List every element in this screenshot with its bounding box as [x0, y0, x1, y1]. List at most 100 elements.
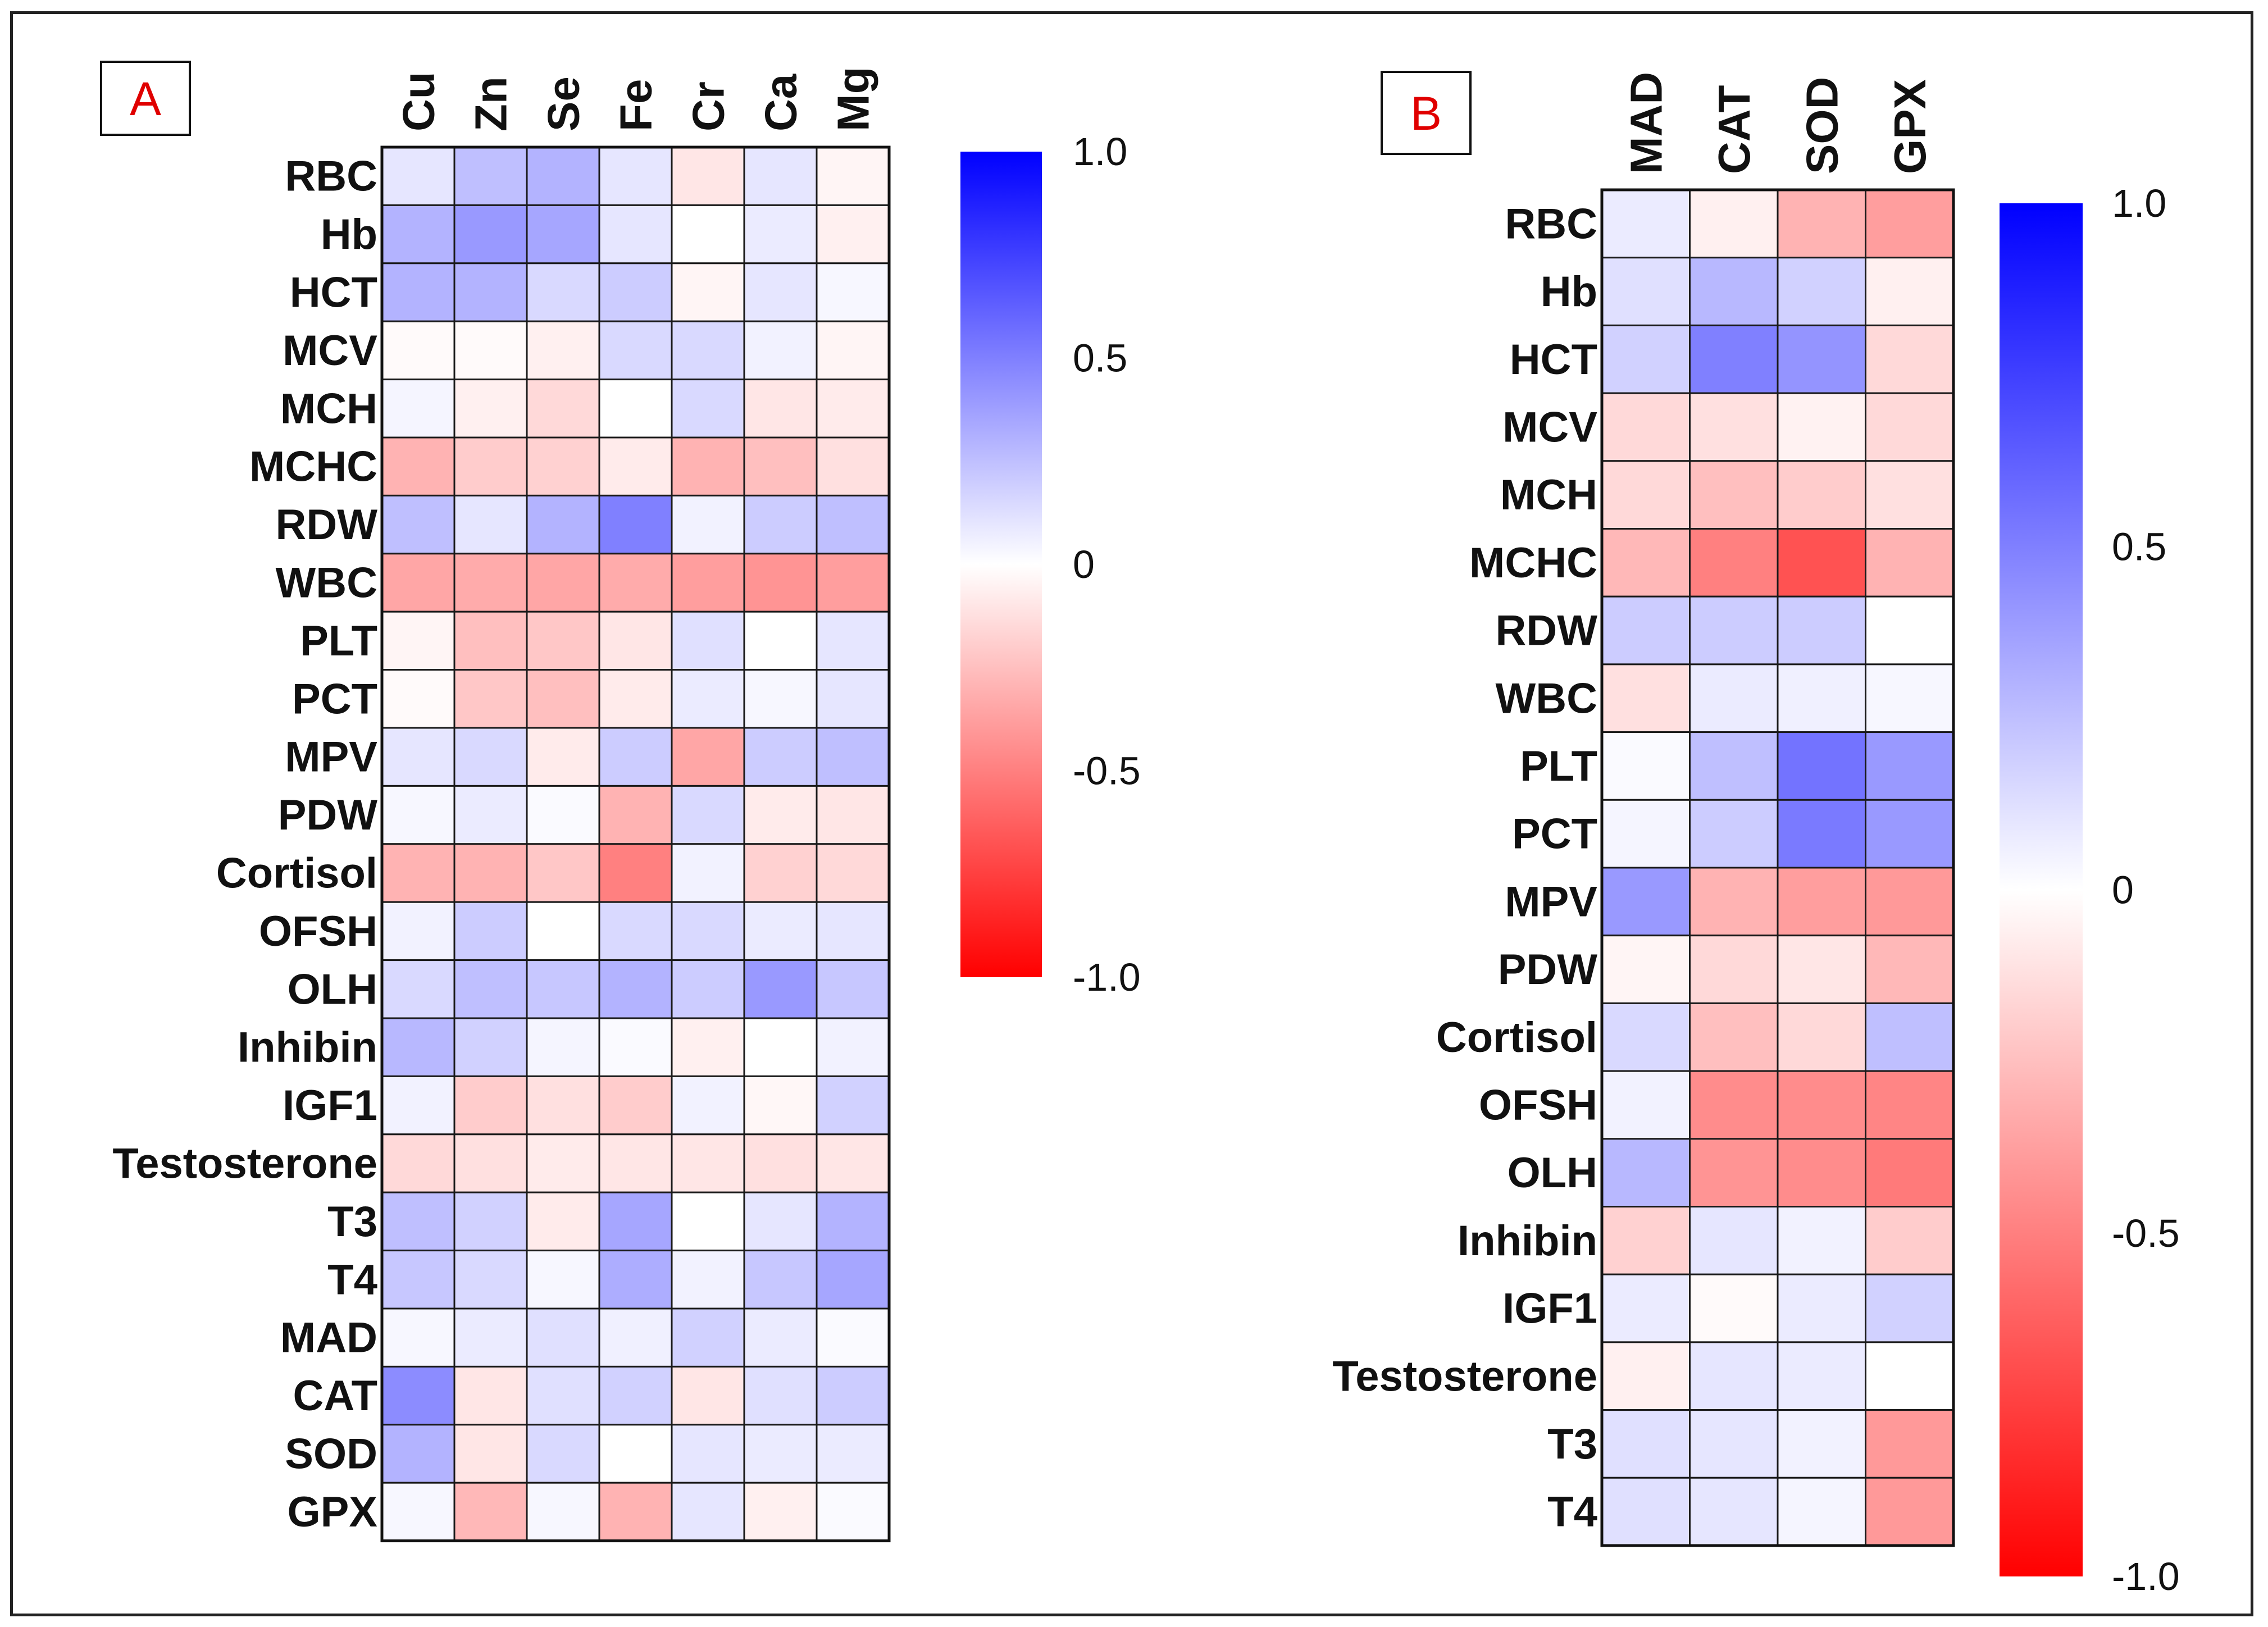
heatmap-cell-pdw-cu: [381, 785, 456, 845]
heatmap-cell-rbc-mad: [1601, 189, 1691, 259]
heatmap-cell-pdw-se: [526, 785, 600, 845]
heatmap-cell-pct-gpx: [1865, 799, 1955, 869]
heatmap-cell-cortisol-gpx: [1865, 1002, 1955, 1072]
panel-label-box: [1381, 71, 1472, 155]
column-label-zn: Zn: [466, 76, 516, 131]
heatmap-cell-rdw-zn: [453, 494, 528, 555]
heatmap-cell-cat-cu: [381, 1365, 456, 1426]
heatmap-cell-hb-mad: [1601, 257, 1691, 326]
row-label-mpv: MPV: [1505, 878, 1597, 926]
column-label-fe: Fe: [611, 79, 661, 131]
heatmap-cell-mch-mg: [816, 379, 890, 439]
row-label-olh: OLH: [1508, 1149, 1597, 1197]
heatmap-cell-mch-cu: [381, 379, 456, 439]
row-label-rdw: RDW: [275, 501, 377, 549]
heatmap-cell-pct-mg: [816, 669, 890, 729]
heatmap-cell-plt-fe: [598, 610, 673, 671]
heatmap-cell-mch-zn: [453, 379, 528, 439]
heatmap-cell-plt-sod: [1777, 731, 1866, 801]
heatmap-cell-testosterone-sod: [1777, 1341, 1866, 1411]
row-label-t4: T4: [327, 1256, 377, 1304]
heatmap-cell-olh-cr: [671, 959, 745, 1019]
row-label-hct: HCT: [1510, 336, 1597, 384]
row-label-wbc: WBC: [1495, 675, 1597, 722]
row-label-plt: PLT: [300, 617, 377, 665]
heatmap-cell-pct-fe: [598, 669, 673, 729]
column-label-cr: Cr: [684, 81, 734, 131]
heatmap-cell-hct-cat: [1689, 324, 1779, 394]
heatmap-cell-testosterone-mad: [1601, 1341, 1691, 1411]
heatmap-cell-hb-zn: [453, 204, 528, 265]
heatmap-cell-cat-zn: [453, 1365, 528, 1426]
heatmap-cell-t4-mad: [1601, 1476, 1691, 1547]
row-label-mch: MCH: [1500, 471, 1597, 519]
heatmap-cell-mcv-mad: [1601, 392, 1691, 462]
heatmap-cell-cortisol-mg: [816, 843, 890, 903]
heatmap-cell-rdw-cr: [671, 494, 745, 555]
heatmap-cell-rdw-se: [526, 494, 600, 555]
heatmap-cell-mcv-cat: [1689, 392, 1779, 462]
heatmap-cell-mpv-ca: [743, 727, 818, 787]
row-label-inhibin: Inhibin: [1458, 1217, 1597, 1265]
heatmap-cell-mch-cat: [1689, 460, 1779, 530]
heatmap-cell-mcv-ca: [743, 320, 818, 381]
heatmap-cell-igf1-fe: [598, 1075, 673, 1136]
heatmap-cell-cat-ca: [743, 1365, 818, 1426]
heatmap-cell-mchc-gpx: [1865, 528, 1955, 598]
heatmap-cell-ofsh-ca: [743, 901, 818, 961]
heatmap-cell-mcv-sod: [1777, 392, 1866, 462]
row-label-testosterone: Testosterone: [1332, 1352, 1597, 1400]
column-label-se: Se: [539, 76, 589, 131]
heatmap-cell-t3-sod: [1777, 1409, 1866, 1479]
heatmap-cell-pdw-mad: [1601, 935, 1691, 1004]
heatmap-cell-mpv-cr: [671, 727, 745, 787]
heatmap-cell-pct-mad: [1601, 799, 1691, 869]
row-label-t3: T3: [1547, 1420, 1597, 1468]
heatmap-cell-ofsh-gpx: [1865, 1070, 1955, 1140]
heatmap-cell-cat-se: [526, 1365, 600, 1426]
row-label-ofsh: OFSH: [1479, 1081, 1597, 1129]
colorbar-tick-label: -1.0: [1073, 955, 1141, 999]
heatmap-cell-gpx-zn: [453, 1482, 528, 1542]
heatmap-cell-testosterone-cu: [381, 1133, 456, 1193]
heatmap-cell-mchc-cat: [1689, 528, 1779, 598]
heatmap-cell-sod-ca: [743, 1424, 818, 1484]
column-label-mg: Mg: [828, 66, 878, 131]
heatmap-cell-wbc-cu: [381, 553, 456, 613]
heatmap-cell-mchc-sod: [1777, 528, 1866, 598]
row-label-cat: CAT: [293, 1372, 377, 1420]
heatmap-cell-pct-cat: [1689, 799, 1779, 869]
heatmap-cell-olh-fe: [598, 959, 673, 1019]
heatmap-cell-mad-mg: [816, 1307, 890, 1368]
heatmap-cell-mad-fe: [598, 1307, 673, 1368]
heatmap-cell-rdw-mad: [1601, 595, 1691, 666]
heatmap-cell-t3-mg: [816, 1191, 890, 1252]
row-label-cortisol: Cortisol: [216, 850, 377, 897]
heatmap-cell-testosterone-mg: [816, 1133, 890, 1193]
heatmap-cell-gpx-cr: [671, 1482, 745, 1542]
panel-b: B RBC Hb HCT MCV MCH MCHC RDW WBC PLT PCT MPV PDW Cor…: [1332, 71, 2180, 1598]
heatmap-cell-wbc-se: [526, 553, 600, 613]
row-label-mchc: MCHC: [1469, 539, 1597, 587]
heatmap-cell-mpv-mad: [1601, 867, 1691, 937]
heatmap-cell-plt-mg: [816, 610, 890, 671]
heatmap-cell-hct-zn: [453, 262, 528, 322]
row-label-cortisol: Cortisol: [1436, 1014, 1597, 1061]
heatmap-cell-rdw-gpx: [1865, 595, 1955, 666]
heatmap-cell-wbc-mad: [1601, 663, 1691, 733]
heatmap-cell-sod-cr: [671, 1424, 745, 1484]
heatmap-cell-testosterone-gpx: [1865, 1341, 1955, 1411]
heatmap-cell-ofsh-fe: [598, 901, 673, 961]
heatmap-cell-olh-gpx: [1865, 1138, 1955, 1208]
heatmap-cell-ofsh-cat: [1689, 1070, 1779, 1140]
heatmap-cell-rbc-cr: [671, 146, 745, 206]
heatmap-cell-hct-ca: [743, 262, 818, 322]
heatmap-cell-t4-cr: [671, 1250, 745, 1310]
heatmap-cell-hb-ca: [743, 204, 818, 265]
heatmap-cell-rbc-mg: [816, 146, 890, 206]
heatmap-cell-testosterone-cr: [671, 1133, 745, 1193]
row-label-mch: MCH: [280, 385, 377, 432]
heatmap-cell-t3-mad: [1601, 1409, 1691, 1479]
colorbar-tick-label: -0.5: [2112, 1211, 2180, 1255]
